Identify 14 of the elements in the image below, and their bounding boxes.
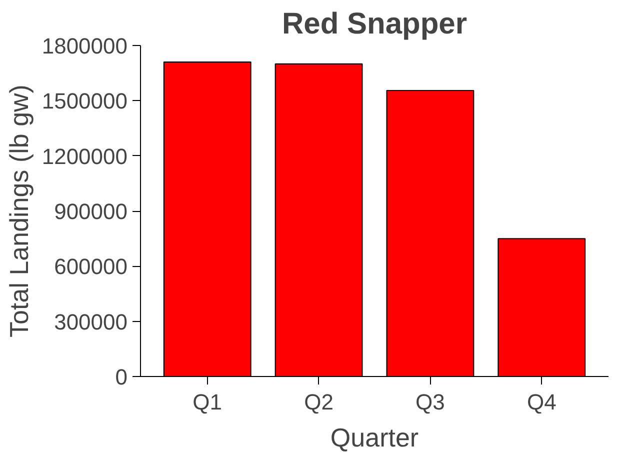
y-tick-label: 600000 — [54, 254, 128, 280]
y-axis-title: Total Landings (lb gw) — [4, 84, 34, 338]
y-tick-label: 0 — [115, 364, 128, 390]
y-tick-label: 1500000 — [42, 88, 128, 114]
y-tick-label: 300000 — [54, 309, 128, 334]
y-tick-label: 1200000 — [42, 144, 128, 169]
x-tick-label: Q4 — [526, 390, 556, 414]
x-axis-title: Quarter — [330, 422, 419, 452]
x-tick-label: Q2 — [304, 390, 334, 414]
x-tick-label: Q3 — [416, 390, 445, 414]
chart-title: Red Snapper — [282, 8, 468, 40]
y-tick-label: 1800000 — [42, 34, 128, 58]
x-tick-label: Q1 — [192, 390, 222, 414]
y-tick-label: 900000 — [54, 199, 128, 224]
